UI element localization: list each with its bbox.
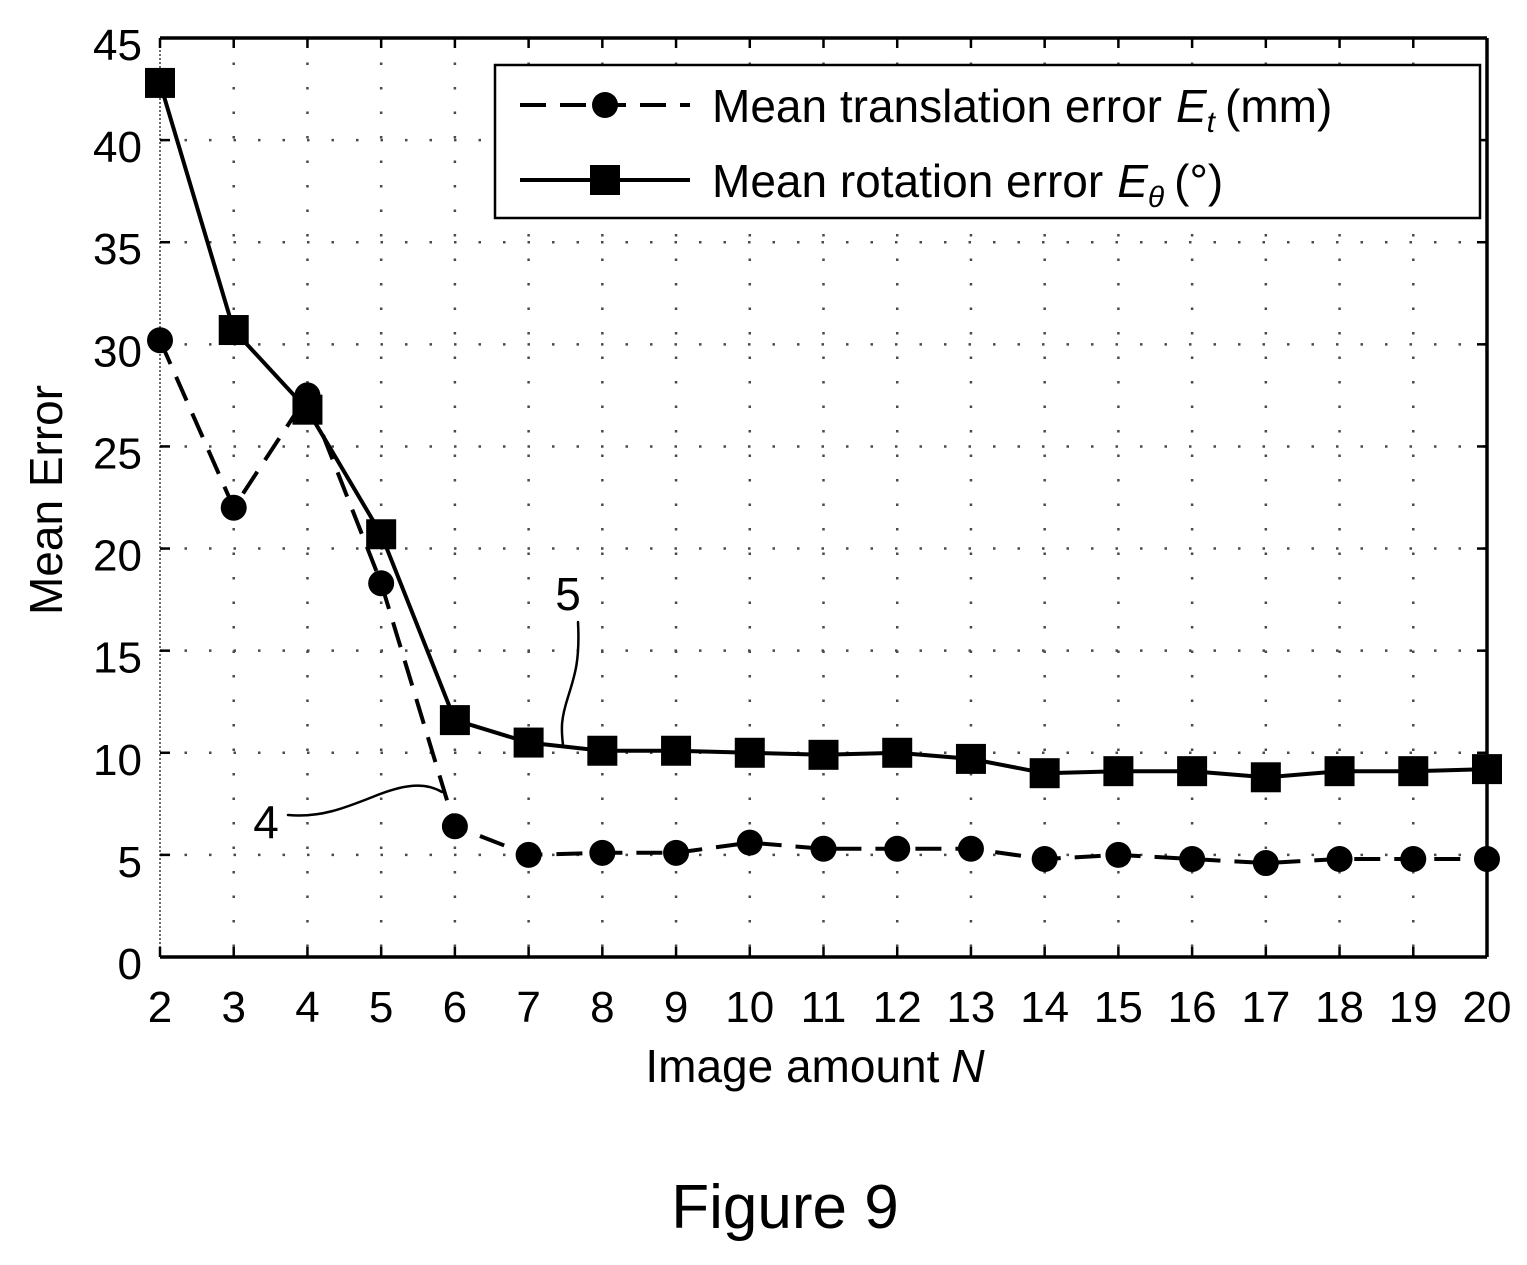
annotation-leader-rotation bbox=[560, 620, 580, 747]
x-tick-label: 11 bbox=[801, 983, 847, 1032]
mean-rotation-error-point bbox=[513, 727, 544, 758]
legend-series-name: Mean rotation error bbox=[712, 155, 1103, 207]
mean-rotation-error-point bbox=[1398, 756, 1429, 787]
mean-rotation-error-point bbox=[439, 705, 470, 736]
mean-rotation-error-point bbox=[292, 394, 323, 425]
mean-rotation-error-point bbox=[1029, 758, 1060, 789]
legend-unit: (°) bbox=[1174, 155, 1223, 207]
mean-translation-error-point bbox=[736, 829, 763, 856]
x-tick-label: 2 bbox=[148, 983, 172, 1032]
mean-translation-error-point bbox=[515, 841, 542, 868]
legend-subscript: t bbox=[1207, 106, 1217, 139]
mean-rotation-error-point bbox=[145, 67, 175, 98]
mean-translation-error-point bbox=[1031, 845, 1058, 872]
x-tick-label: 7 bbox=[516, 983, 540, 1032]
legend-samples bbox=[520, 92, 690, 195]
y-tick-label: 25 bbox=[93, 429, 142, 478]
legend-mean-rotation-error-marker bbox=[590, 165, 620, 195]
legend-entry-translation: Mean translation error Et (mm) bbox=[712, 80, 1332, 139]
x-tick-label: 16 bbox=[1168, 983, 1217, 1032]
mean-rotation-error-point bbox=[1103, 756, 1134, 787]
x-tick-label: 6 bbox=[443, 983, 467, 1032]
y-tick-label: 20 bbox=[93, 532, 142, 581]
tick-marks bbox=[158, 36, 1489, 959]
mean-rotation-error-point bbox=[218, 315, 249, 346]
mean-translation-error-point bbox=[1105, 841, 1132, 868]
x-tick-label: 3 bbox=[221, 983, 245, 1032]
y-tick-label: 15 bbox=[93, 634, 142, 683]
mean-translation-error-point bbox=[589, 839, 616, 866]
x-tick-label: 20 bbox=[1463, 983, 1512, 1032]
annotations: 5 4 bbox=[253, 568, 581, 848]
y-tick-label: 35 bbox=[93, 225, 142, 274]
mean-rotation-error-point bbox=[587, 735, 618, 766]
x-tick-label: 18 bbox=[1315, 983, 1364, 1032]
legend-box bbox=[493, 63, 1482, 220]
mean-translation-error-point bbox=[1400, 845, 1427, 872]
mean-rotation-error-point bbox=[1250, 762, 1281, 793]
mean-translation-error-point bbox=[368, 570, 395, 597]
legend-entry-rotation: Mean rotation error Eθ (°) bbox=[712, 155, 1223, 214]
mean-rotation-error-point bbox=[882, 737, 913, 768]
mean-translation-error-point bbox=[1474, 845, 1500, 872]
mean-rotation-error-point bbox=[955, 743, 986, 774]
data-series bbox=[145, 67, 1502, 877]
x-tick-label: 8 bbox=[590, 983, 614, 1032]
x-tick-label: 10 bbox=[725, 983, 774, 1032]
x-axis-label-text: Image amount bbox=[645, 1040, 939, 1092]
mean-translation-error-point bbox=[810, 835, 837, 862]
y-tick-label: 10 bbox=[93, 736, 142, 785]
figure-caption: Figure 9 bbox=[671, 1173, 898, 1242]
x-tick-label: 9 bbox=[664, 983, 688, 1032]
y-tick-label: 5 bbox=[118, 838, 142, 887]
mean-rotation-error-point bbox=[1324, 756, 1355, 787]
mean-rotation-error-point bbox=[1177, 756, 1208, 787]
mean-translation-error-point bbox=[957, 835, 984, 862]
mean-rotation-error-point bbox=[734, 737, 765, 768]
x-tick-label: 5 bbox=[369, 983, 393, 1032]
x-tick-label: 19 bbox=[1389, 983, 1438, 1032]
x-tick-label: 12 bbox=[873, 983, 922, 1032]
legend-subscript: θ bbox=[1148, 181, 1165, 214]
mean-translation-error-point bbox=[220, 494, 247, 521]
annotation-leader-translation bbox=[286, 784, 444, 817]
y-tick-label: 30 bbox=[93, 327, 142, 376]
mean-rotation-error-point bbox=[808, 739, 839, 770]
x-tick-labels: 2 3 4 5 6 7 8 9 10 11 12 13 14 15 16 17 18 19 20 bbox=[148, 983, 1512, 1032]
x-axis-label-symbol: N bbox=[951, 1040, 985, 1092]
legend: Mean translation error Et (mm) Mean rotati… bbox=[493, 63, 1482, 220]
legend-unit: (mm) bbox=[1225, 80, 1332, 132]
y-tick-label: 45 bbox=[93, 21, 142, 70]
mean-rotation-error-point bbox=[1472, 754, 1502, 785]
legend-symbol: E bbox=[1176, 80, 1208, 132]
mean-translation-error-point bbox=[1252, 850, 1279, 877]
legend-symbol: E bbox=[1117, 155, 1149, 207]
mean-translation-error-point bbox=[884, 835, 911, 862]
x-tick-label: 14 bbox=[1020, 983, 1069, 1032]
x-tick-label: 4 bbox=[295, 983, 319, 1032]
x-axis-label: Image amount N bbox=[645, 1040, 985, 1092]
x-tick-label: 15 bbox=[1094, 983, 1143, 1032]
mean-translation-error-point bbox=[1326, 845, 1353, 872]
mean-translation-error-point bbox=[441, 813, 468, 840]
x-tick-label: 17 bbox=[1241, 983, 1290, 1032]
mean-rotation-error-series bbox=[145, 67, 1502, 793]
legend-series-name: Mean translation error bbox=[712, 80, 1162, 132]
mean-translation-error-point bbox=[663, 839, 690, 866]
y-tick-labels: 0 5 10 15 20 25 30 35 40 45 bbox=[93, 21, 142, 989]
y-axis-label: Mean Error bbox=[20, 385, 72, 615]
x-tick-label: 13 bbox=[946, 983, 995, 1032]
mean-translation-error-point bbox=[147, 327, 173, 354]
y-tick-label: 0 bbox=[118, 940, 142, 989]
y-tick-label: 40 bbox=[93, 123, 142, 172]
mean-translation-error-point bbox=[1179, 845, 1206, 872]
legend-mean-translation-error-marker bbox=[592, 92, 618, 118]
mean-rotation-error-point bbox=[661, 735, 692, 766]
mean-rotation-error-point bbox=[366, 519, 397, 550]
annotation-label-rotation: 5 bbox=[555, 568, 581, 620]
annotation-label-translation: 4 bbox=[253, 796, 279, 848]
